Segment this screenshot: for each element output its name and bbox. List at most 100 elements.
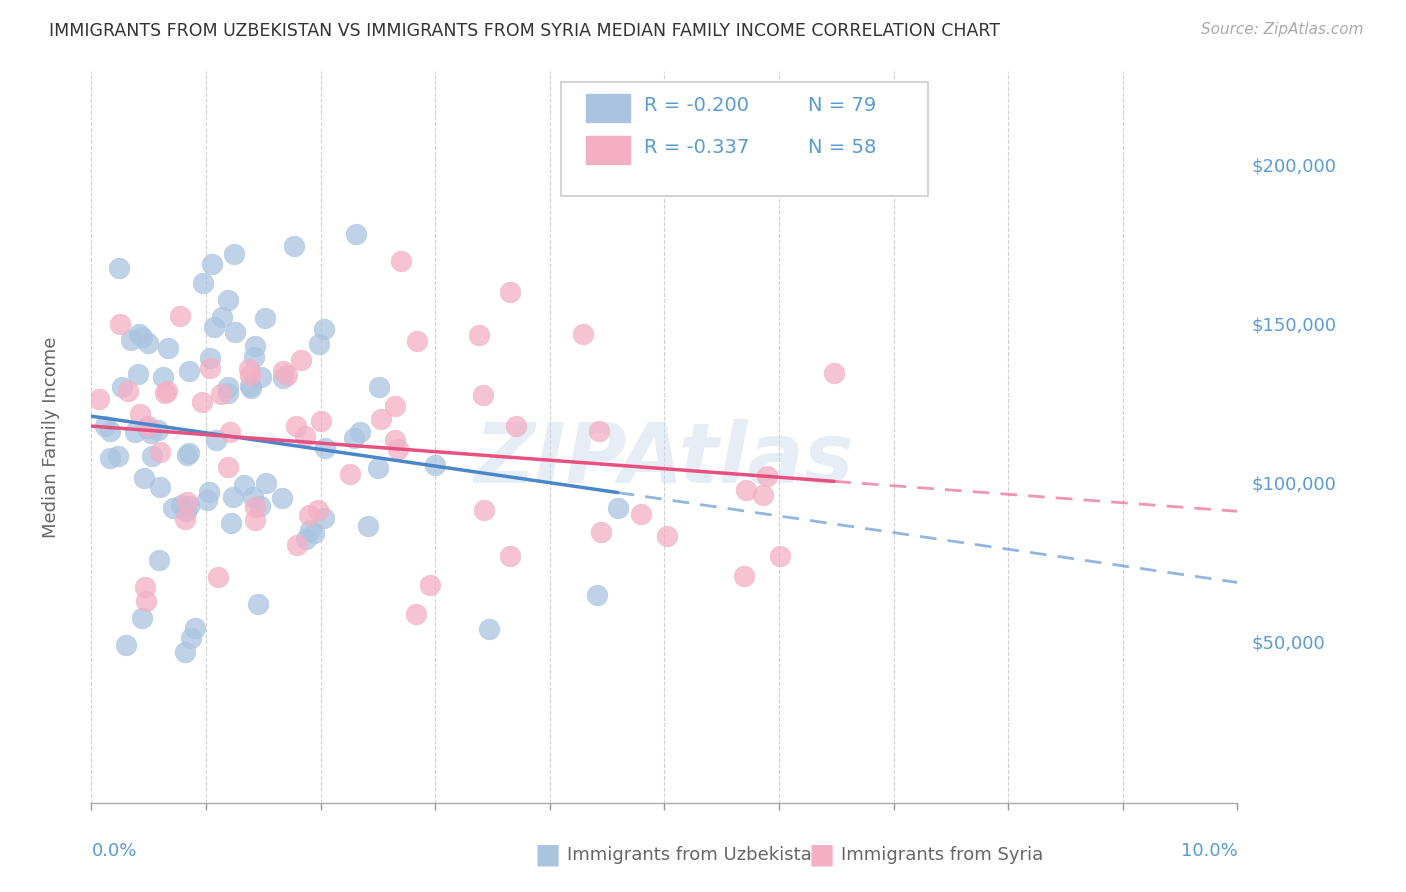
Point — [198, 361, 221, 376]
Point — [343, 431, 366, 445]
Text: Median Family Income: Median Family Income — [42, 336, 60, 538]
Point — [136, 419, 159, 434]
Point — [146, 423, 169, 437]
Text: R = -0.337: R = -0.337 — [644, 138, 749, 157]
Point — [202, 320, 225, 334]
Point — [222, 491, 245, 505]
Point — [217, 380, 239, 394]
Point — [98, 451, 121, 466]
Point — [131, 610, 153, 624]
Point — [149, 445, 172, 459]
Point — [314, 442, 336, 456]
Point — [769, 549, 792, 564]
Text: $150,000: $150,000 — [1251, 317, 1336, 334]
Point — [242, 490, 264, 504]
Point — [344, 227, 367, 241]
Point — [254, 310, 277, 325]
Point — [107, 449, 129, 463]
Point — [312, 322, 335, 336]
Point — [204, 434, 226, 448]
Point — [357, 519, 380, 533]
Point — [219, 425, 242, 440]
Point — [468, 328, 491, 343]
Point — [191, 276, 214, 290]
Point — [478, 622, 501, 636]
Point — [110, 317, 132, 331]
Point — [238, 362, 260, 376]
Point — [752, 488, 775, 502]
Point — [169, 309, 191, 323]
Text: N = 58: N = 58 — [807, 138, 876, 157]
Point — [294, 532, 316, 546]
Point — [239, 381, 262, 395]
Text: R = -0.200: R = -0.200 — [644, 96, 749, 115]
Point — [217, 386, 239, 401]
Point — [169, 498, 191, 512]
Point — [290, 353, 312, 368]
Point — [180, 632, 202, 646]
Point — [93, 419, 115, 434]
Point — [117, 384, 139, 399]
Text: 0.0%: 0.0% — [91, 842, 136, 860]
Text: 10.0%: 10.0% — [1181, 842, 1237, 860]
Point — [298, 523, 321, 537]
Point — [823, 366, 845, 380]
Point — [294, 429, 316, 443]
Point — [217, 293, 239, 308]
Point — [224, 326, 246, 340]
Point — [191, 395, 214, 409]
Point — [387, 442, 409, 456]
Point — [198, 484, 221, 499]
Point — [384, 433, 406, 447]
Point — [162, 500, 184, 515]
Point — [276, 368, 298, 382]
Point — [405, 607, 427, 622]
Point — [128, 326, 150, 341]
Point — [271, 371, 294, 385]
Point — [384, 399, 406, 413]
Point — [211, 310, 233, 324]
Point — [389, 253, 412, 268]
Text: $100,000: $100,000 — [1251, 475, 1336, 494]
Text: Immigrants from Uzbekistan: Immigrants from Uzbekistan — [567, 846, 823, 863]
FancyBboxPatch shape — [561, 82, 928, 195]
Text: ■: ■ — [534, 840, 561, 869]
Point — [472, 503, 495, 517]
Point — [298, 508, 321, 523]
Point — [271, 491, 294, 505]
Point — [232, 477, 254, 491]
Point — [630, 507, 652, 521]
Point — [115, 638, 138, 652]
Point — [217, 460, 239, 475]
Point — [239, 368, 262, 383]
Point — [176, 495, 198, 509]
Point — [224, 247, 246, 261]
Point — [657, 529, 679, 543]
Point — [472, 388, 495, 402]
Text: Source: ZipAtlas.com: Source: ZipAtlas.com — [1201, 22, 1364, 37]
Point — [111, 380, 134, 394]
Point — [132, 471, 155, 485]
Point — [174, 511, 197, 525]
Text: Immigrants from Syria: Immigrants from Syria — [841, 846, 1043, 863]
Point — [425, 458, 447, 472]
Point — [419, 577, 441, 591]
Point — [149, 480, 172, 494]
Point — [195, 492, 218, 507]
Point — [247, 597, 270, 611]
Point — [591, 524, 613, 539]
Point — [176, 504, 198, 518]
Point — [499, 285, 522, 299]
Point — [108, 260, 131, 275]
Point — [239, 378, 262, 392]
Point — [733, 569, 755, 583]
Bar — [586, 136, 630, 163]
Point — [156, 384, 179, 398]
Point — [249, 499, 271, 513]
Point — [135, 594, 157, 608]
Point — [129, 408, 152, 422]
Point — [136, 335, 159, 350]
Point — [148, 552, 170, 566]
Point — [339, 467, 361, 481]
Point — [245, 513, 267, 527]
